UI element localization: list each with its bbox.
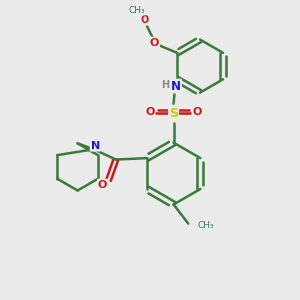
Text: CH₃: CH₃ (128, 6, 145, 15)
Text: N: N (171, 80, 181, 93)
Text: O: O (150, 38, 159, 47)
Text: O: O (192, 107, 202, 117)
Text: N: N (91, 141, 100, 151)
Text: S: S (169, 107, 178, 120)
Text: O: O (98, 180, 107, 190)
Text: H: H (161, 80, 169, 90)
Text: O: O (140, 15, 148, 25)
Text: O: O (145, 107, 155, 117)
Text: CH₃: CH₃ (198, 220, 214, 230)
